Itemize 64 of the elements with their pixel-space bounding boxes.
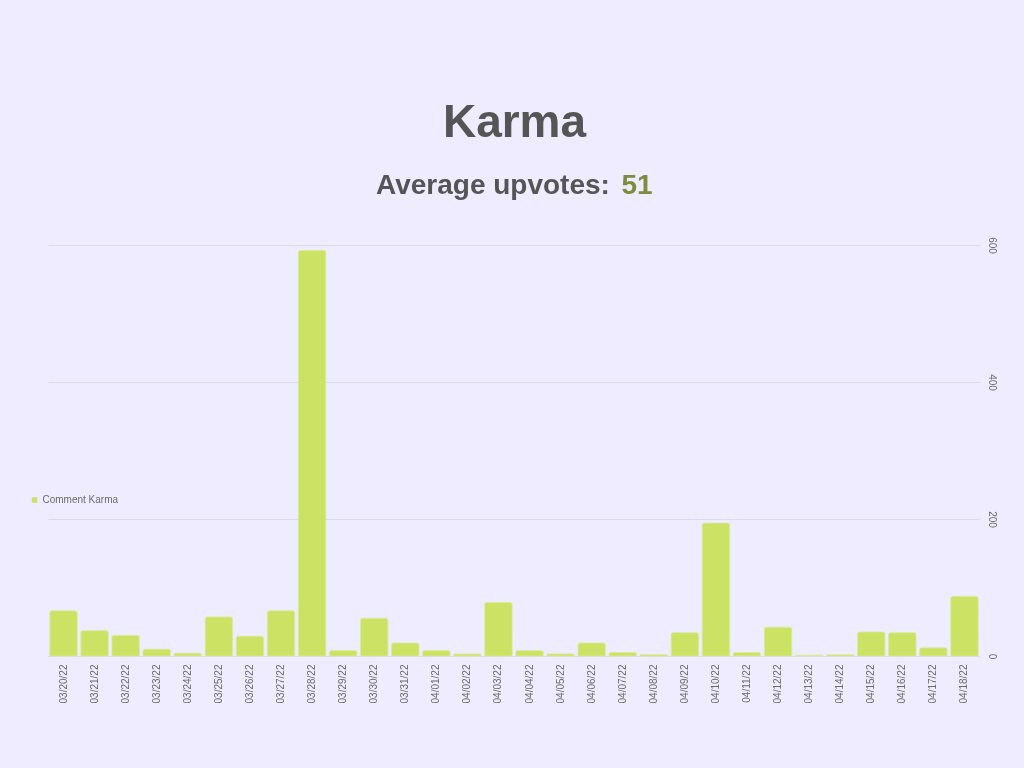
x-tick-label: 04/15/22 [865, 664, 877, 704]
x-tick-label: 04/05/22 [554, 664, 566, 704]
bar [950, 596, 979, 657]
x-tick-label: 04/10/22 [709, 664, 721, 704]
bar [49, 610, 78, 657]
bar [173, 652, 202, 657]
x-tick-label: 04/17/22 [927, 664, 939, 704]
y-tick-label: 0 [986, 653, 998, 660]
x-tick-label: 04/08/22 [647, 664, 659, 704]
x-tick-label: 03/29/22 [337, 664, 349, 704]
bar [670, 632, 699, 657]
x-tick-label: 03/30/22 [368, 664, 380, 704]
x-tick-label: 04/18/22 [958, 664, 970, 704]
x-tick-label: 04/01/22 [430, 664, 442, 704]
x-tick-label: 03/27/22 [275, 664, 286, 704]
x-tick-label: 04/04/22 [523, 664, 535, 704]
x-tick-label: 03/21/22 [88, 664, 100, 704]
legend-label: Comment Karma [42, 494, 119, 505]
bar [80, 630, 109, 657]
x-tick-label: 04/07/22 [616, 664, 628, 704]
x-tick-label: 04/16/22 [896, 664, 908, 704]
bar [515, 650, 544, 657]
bar [235, 635, 264, 657]
bar [484, 602, 513, 657]
bar [266, 610, 296, 657]
bar [732, 652, 762, 657]
y-tick-label: 600 [986, 237, 998, 255]
x-tick-label: 03/24/22 [181, 664, 193, 704]
bar [204, 616, 233, 657]
x-tick-label: 03/26/22 [243, 664, 255, 704]
bar [577, 642, 606, 657]
x-tick-label: 04/09/22 [678, 664, 690, 704]
bar [329, 650, 358, 657]
bar [360, 617, 389, 657]
x-tick-label: 03/20/22 [57, 664, 69, 704]
bar [857, 631, 886, 657]
x-tick-label: 04/11/22 [741, 664, 752, 703]
x-tick-label: 03/25/22 [212, 664, 224, 704]
x-tick-label: 04/14/22 [834, 664, 846, 704]
x-tick-label: 03/28/22 [306, 664, 318, 704]
x-tick-label: 04/13/22 [803, 664, 815, 704]
bar [919, 647, 948, 657]
bar [546, 653, 575, 657]
x-tick-label: 03/22/22 [119, 664, 131, 704]
bar [422, 650, 451, 657]
y-tick-label: 200 [986, 511, 998, 529]
chart-title: Karma [442, 95, 587, 147]
bar [298, 250, 327, 657]
y-tick-label: 400 [986, 374, 998, 392]
bar [764, 626, 793, 657]
bar [608, 652, 637, 657]
chart-subtitle: Average upvotes: 51 [375, 169, 653, 200]
x-tick-label: 04/12/22 [772, 664, 784, 704]
x-tick-label: 04/06/22 [585, 664, 597, 704]
bar [701, 522, 730, 657]
x-tick-label: 03/23/22 [150, 664, 162, 704]
bar [453, 653, 482, 657]
x-tick-label: 03/31/22 [399, 664, 411, 704]
x-tick-label: 04/03/22 [492, 664, 504, 704]
bar [888, 632, 917, 657]
x-tick-label: 04/02/22 [461, 664, 473, 704]
bar [391, 642, 420, 657]
bar [111, 635, 140, 657]
bar [142, 648, 171, 657]
